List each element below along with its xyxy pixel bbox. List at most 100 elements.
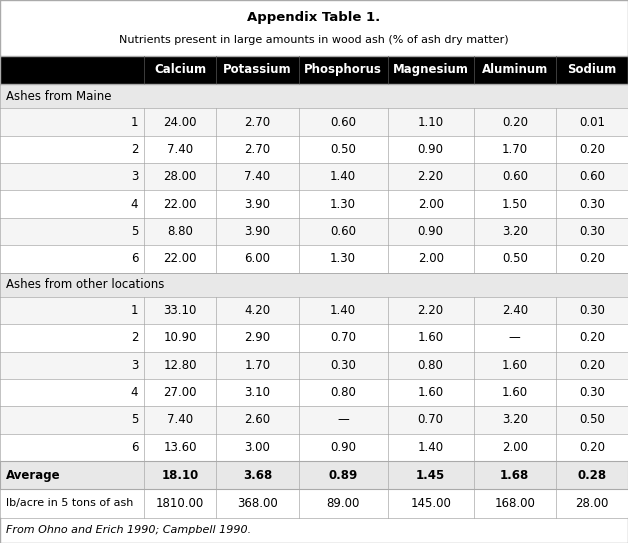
Text: 1.10: 1.10 bbox=[418, 116, 444, 129]
Text: Potassium: Potassium bbox=[223, 64, 291, 77]
Text: 0.90: 0.90 bbox=[418, 143, 443, 156]
Text: 0.90: 0.90 bbox=[418, 225, 443, 238]
Bar bbox=[0, 136, 628, 163]
Text: 2.00: 2.00 bbox=[502, 441, 528, 454]
Text: 6.00: 6.00 bbox=[244, 252, 271, 266]
Text: 8.80: 8.80 bbox=[167, 225, 193, 238]
Text: Calcium: Calcium bbox=[154, 64, 206, 77]
Text: 6: 6 bbox=[131, 441, 138, 454]
Text: Phosphorus: Phosphorus bbox=[304, 64, 382, 77]
Text: 2.40: 2.40 bbox=[502, 304, 528, 317]
Bar bbox=[0, 0, 628, 56]
Text: 7.40: 7.40 bbox=[167, 143, 193, 156]
Text: 0.30: 0.30 bbox=[579, 225, 605, 238]
Bar bbox=[0, 191, 628, 218]
Text: 1.30: 1.30 bbox=[330, 198, 356, 211]
Text: 4: 4 bbox=[131, 386, 138, 399]
Text: 2.90: 2.90 bbox=[244, 331, 271, 344]
Text: 12.80: 12.80 bbox=[163, 359, 197, 372]
Text: 2.70: 2.70 bbox=[244, 116, 271, 129]
Text: 1.60: 1.60 bbox=[418, 386, 444, 399]
Bar bbox=[0, 109, 628, 136]
Text: 1.70: 1.70 bbox=[244, 359, 271, 372]
Text: 22.00: 22.00 bbox=[163, 198, 197, 211]
Text: 1.30: 1.30 bbox=[330, 252, 356, 266]
Text: 0.30: 0.30 bbox=[579, 304, 605, 317]
Text: 2.20: 2.20 bbox=[418, 304, 444, 317]
Bar bbox=[0, 218, 628, 245]
Text: 1.70: 1.70 bbox=[502, 143, 528, 156]
Bar bbox=[0, 489, 628, 517]
Text: Aluminum: Aluminum bbox=[482, 64, 548, 77]
Text: 0.20: 0.20 bbox=[502, 116, 528, 129]
Text: Appendix Table 1.: Appendix Table 1. bbox=[247, 11, 381, 24]
Text: 0.01: 0.01 bbox=[579, 116, 605, 129]
Text: 7.40: 7.40 bbox=[167, 413, 193, 426]
Text: 145.00: 145.00 bbox=[410, 497, 451, 510]
Text: 0.20: 0.20 bbox=[579, 252, 605, 266]
Text: 0.70: 0.70 bbox=[330, 331, 356, 344]
Text: 0.20: 0.20 bbox=[579, 143, 605, 156]
Text: 3.90: 3.90 bbox=[244, 225, 271, 238]
Text: 5: 5 bbox=[131, 225, 138, 238]
Text: 2.00: 2.00 bbox=[418, 198, 443, 211]
Text: 2.60: 2.60 bbox=[244, 413, 271, 426]
Text: From Ohno and Erich 1990; Campbell 1990.: From Ohno and Erich 1990; Campbell 1990. bbox=[6, 525, 251, 535]
Text: 3: 3 bbox=[131, 171, 138, 184]
Text: 28.00: 28.00 bbox=[163, 171, 197, 184]
Bar bbox=[0, 84, 628, 109]
Bar bbox=[0, 351, 628, 379]
Text: 0.80: 0.80 bbox=[418, 359, 443, 372]
Text: 0.60: 0.60 bbox=[502, 171, 528, 184]
Text: 368.00: 368.00 bbox=[237, 497, 278, 510]
Text: 10.90: 10.90 bbox=[163, 331, 197, 344]
Text: 2.70: 2.70 bbox=[244, 143, 271, 156]
Text: 22.00: 22.00 bbox=[163, 252, 197, 266]
Text: 1.60: 1.60 bbox=[502, 386, 528, 399]
Text: 0.28: 0.28 bbox=[577, 469, 607, 482]
Text: 2: 2 bbox=[131, 331, 138, 344]
Bar bbox=[0, 163, 628, 191]
Text: 1: 1 bbox=[131, 304, 138, 317]
Text: 0.50: 0.50 bbox=[330, 143, 356, 156]
Text: 4: 4 bbox=[131, 198, 138, 211]
Text: 3.10: 3.10 bbox=[244, 386, 271, 399]
Text: 4.20: 4.20 bbox=[244, 304, 271, 317]
Text: 1.68: 1.68 bbox=[500, 469, 529, 482]
Text: 1810.00: 1810.00 bbox=[156, 497, 204, 510]
Text: 0.30: 0.30 bbox=[579, 386, 605, 399]
Text: Magnesium: Magnesium bbox=[392, 64, 468, 77]
Text: 3.90: 3.90 bbox=[244, 198, 271, 211]
Text: 3.20: 3.20 bbox=[502, 413, 528, 426]
Text: 1.40: 1.40 bbox=[418, 441, 444, 454]
Text: 6: 6 bbox=[131, 252, 138, 266]
Text: 1.40: 1.40 bbox=[330, 171, 356, 184]
Text: 5: 5 bbox=[131, 413, 138, 426]
Text: Nutrients present in large amounts in wood ash (% of ash dry matter): Nutrients present in large amounts in wo… bbox=[119, 35, 509, 45]
Text: 0.30: 0.30 bbox=[579, 198, 605, 211]
Text: 2.00: 2.00 bbox=[418, 252, 443, 266]
Text: 0.20: 0.20 bbox=[579, 441, 605, 454]
Text: 1: 1 bbox=[131, 116, 138, 129]
Text: 1.40: 1.40 bbox=[330, 304, 356, 317]
Text: 27.00: 27.00 bbox=[163, 386, 197, 399]
Bar bbox=[0, 324, 628, 351]
Text: 2.20: 2.20 bbox=[418, 171, 444, 184]
Text: 168.00: 168.00 bbox=[494, 497, 535, 510]
Text: Average: Average bbox=[6, 469, 61, 482]
Text: 0.60: 0.60 bbox=[579, 171, 605, 184]
Text: 2: 2 bbox=[131, 143, 138, 156]
Text: lb/acre in 5 tons of ash: lb/acre in 5 tons of ash bbox=[6, 498, 133, 508]
Bar bbox=[0, 379, 628, 406]
Text: 1.60: 1.60 bbox=[418, 331, 444, 344]
Text: Ashes from other locations: Ashes from other locations bbox=[6, 278, 165, 291]
Text: 0.20: 0.20 bbox=[579, 359, 605, 372]
Bar bbox=[0, 245, 628, 273]
Text: 0.20: 0.20 bbox=[579, 331, 605, 344]
Text: 3.20: 3.20 bbox=[502, 225, 528, 238]
Text: 1.45: 1.45 bbox=[416, 469, 445, 482]
Text: 18.10: 18.10 bbox=[161, 469, 199, 482]
Text: 0.30: 0.30 bbox=[330, 359, 356, 372]
Bar bbox=[0, 273, 628, 297]
Text: 0.89: 0.89 bbox=[328, 469, 358, 482]
